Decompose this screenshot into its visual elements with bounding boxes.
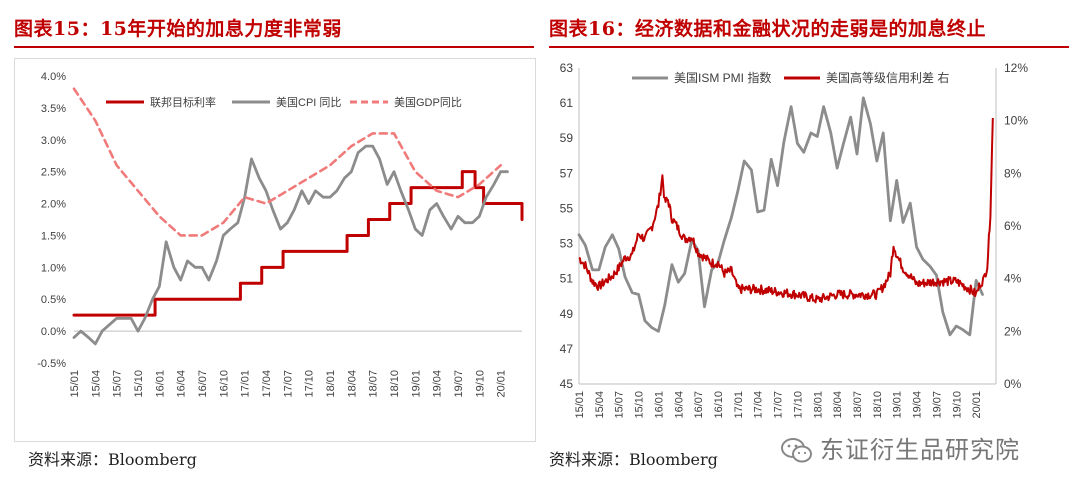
left-ytick-label: 0.5%	[41, 294, 66, 306]
right-ytick-label: 59	[560, 131, 574, 145]
left-figure-title: 图表15：15年开始的加息力度非常弱	[14, 18, 342, 40]
right-xtick-label: 16/07	[693, 391, 705, 419]
right-series-line-1	[578, 118, 994, 304]
left-xtick-label: 17/04	[261, 370, 273, 398]
right-xtick-label: 17/04	[753, 391, 765, 419]
right-y2tick-label: 12%	[1004, 61, 1028, 75]
left-xtick-label: 18/07	[368, 370, 380, 398]
left-xtick-label: 16/07	[197, 370, 209, 398]
right-xtick-label: 18/01	[812, 391, 824, 419]
watermark: 东证衍生品研究院	[780, 430, 1020, 465]
right-y2tick-label: 4%	[1004, 272, 1022, 286]
right-ytick-label: 61	[560, 96, 574, 110]
right-xtick-label: 16/10	[713, 391, 725, 419]
right-ytick-label: 57	[560, 166, 574, 180]
left-xtick-label: 16/10	[218, 370, 230, 398]
left-ytick-label: 2.5%	[41, 167, 66, 179]
right-ytick-label: 45	[560, 377, 574, 391]
right-ytick-label: 49	[560, 307, 574, 321]
left-xtick-label: 16/01	[154, 370, 166, 398]
left-source: 资料来源：Bloomberg	[28, 450, 197, 469]
left-xtick-label: 19/01	[410, 370, 422, 398]
right-xtick-label: 20/01	[971, 391, 983, 419]
left-series-line-0	[72, 170, 524, 317]
left-ytick-label: 4.0%	[41, 71, 66, 83]
right-legend: 美国ISM PMI 指数 美国高等级信用利差 右	[632, 70, 949, 85]
right-xtick-label: 15/01	[574, 391, 586, 419]
left-xtick-label: 15/07	[112, 370, 124, 398]
left-ytick-label: 1.5%	[41, 230, 66, 242]
right-ytick-label: 63	[560, 61, 574, 75]
right-xtick-label: 18/10	[872, 391, 884, 419]
right-xtick-label: 15/04	[594, 391, 606, 419]
right-xtick-label: 18/04	[832, 391, 844, 419]
right-xtick-label: 19/01	[892, 391, 904, 419]
right-chart: 63 61 59 57 55 53 51 49 47 45 12% 10% 8% 6% 4% 2% 0% 15/0…	[560, 61, 1029, 419]
left-xtick-label: 17/01	[240, 370, 252, 398]
left-chart-frame	[14, 58, 536, 442]
left-ytick-label: 0.0%	[41, 326, 66, 338]
left-xtick-label: 19/04	[432, 370, 444, 398]
left-xtick-label: 15/10	[133, 370, 145, 398]
right-xtick-label: 16/04	[673, 391, 685, 419]
right-ytick-label: 53	[560, 237, 574, 251]
right-xtick-label: 15/07	[614, 391, 626, 419]
right-y2tick-label: 0%	[1004, 377, 1022, 391]
right-y2tick-label: 2%	[1004, 324, 1022, 338]
right-legend-label: 美国ISM PMI 指数	[674, 70, 771, 85]
left-xtick-label: 17/10	[304, 370, 316, 398]
right-ytick-label: 51	[560, 272, 574, 286]
left-legend: 联邦目标利率 美国CPI 同比 美国GDP同比	[106, 95, 462, 109]
watermark-text: 东证衍生品研究院	[820, 436, 1020, 464]
left-ytick-label: 1.0%	[41, 262, 66, 274]
left-legend-label: 联邦目标利率	[150, 95, 216, 109]
left-xtick-label: 20/01	[496, 370, 508, 398]
left-xtick-label: 18/01	[325, 370, 337, 398]
right-xtick-label: 17/07	[773, 391, 785, 419]
left-xtick-label: 15/04	[90, 370, 102, 398]
right-xtick-label: 17/01	[733, 391, 745, 419]
left-xtick-label: 17/07	[282, 370, 294, 398]
right-xtick-label: 19/07	[931, 391, 943, 419]
right-xtick-label: 19/10	[951, 391, 963, 419]
left-legend-label: 美国CPI 同比	[276, 96, 341, 109]
right-y2tick-label: 8%	[1004, 166, 1022, 180]
right-ytick-label: 55	[560, 201, 574, 215]
left-ytick-label: -0.5%	[37, 358, 66, 370]
right-legend-label: 美国高等级信用利差 右	[826, 70, 949, 85]
left-ytick-label: 3.5%	[41, 103, 66, 115]
right-series-line-0	[577, 96, 984, 337]
left-xtick-label: 19/07	[453, 370, 465, 398]
left-xtick-label: 19/10	[474, 370, 486, 398]
left-series-line-2	[72, 87, 502, 237]
left-xtick-label: 16/04	[176, 370, 188, 398]
left-xtick-label: 18/10	[389, 370, 401, 398]
right-figure-title: 图表16：经济数据和金融状况的走弱是的加息终止	[549, 18, 986, 40]
left-ytick-label: 3.0%	[41, 135, 66, 147]
right-source: 资料来源：Bloomberg	[549, 450, 718, 469]
right-xtick-label: 19/04	[912, 391, 924, 419]
right-xtick-label: 16/01	[653, 391, 665, 419]
right-y2tick-label: 6%	[1004, 219, 1022, 233]
right-title-rule	[549, 46, 1069, 48]
left-chart: 4.0% 3.5% 3.0% 2.5% 2.0% 1.5% 1.0% 0.5% 0.0% -0.5…	[14, 58, 536, 442]
right-ytick-label: 47	[560, 342, 574, 356]
right-y2tick-label: 10%	[1004, 114, 1028, 128]
left-xtick-label: 18/04	[346, 370, 358, 398]
right-xtick-label: 18/07	[852, 391, 864, 419]
left-xtick-label: 15/01	[69, 370, 81, 398]
left-ytick-label: 2.0%	[41, 199, 66, 211]
right-xtick-label: 15/10	[634, 391, 646, 419]
left-title-rule	[14, 46, 534, 48]
left-legend-label: 美国GDP同比	[394, 96, 462, 109]
wechat-icon	[781, 438, 812, 463]
left-series-line-1	[72, 144, 509, 346]
right-xtick-label: 17/10	[792, 391, 804, 419]
